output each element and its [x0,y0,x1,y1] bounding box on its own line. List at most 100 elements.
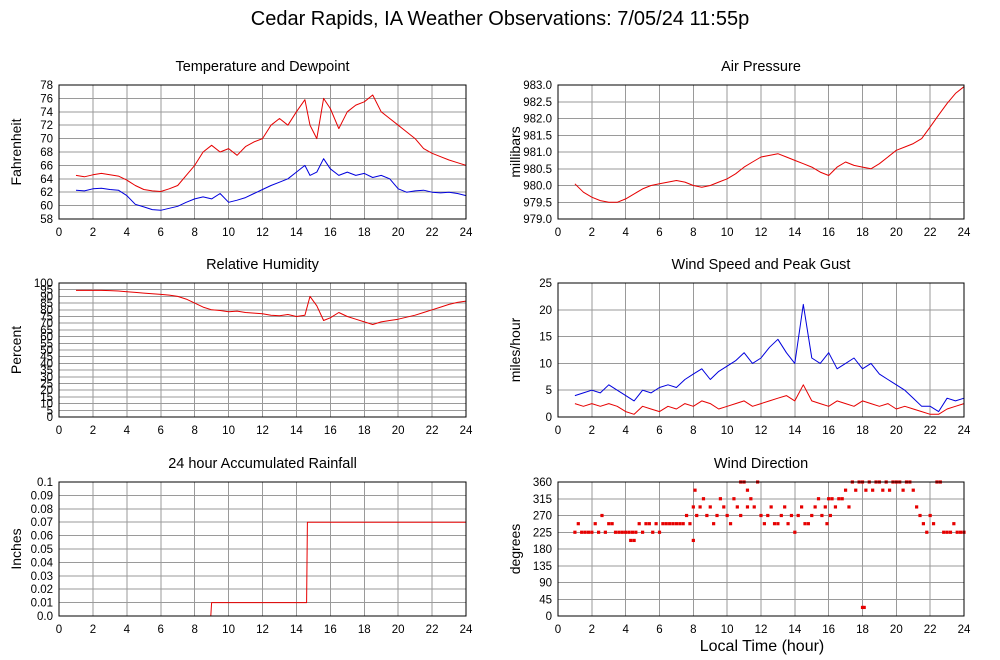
direction-point [576,522,580,526]
y-tick-label: 0.04 [31,557,54,569]
x-tick-label: 24 [460,624,473,636]
x-tick-label: 20 [392,227,405,239]
y-tick-label: 0.0 [37,611,53,623]
direction-point [952,522,956,526]
direction-point [691,538,695,543]
x-tick-label: 24 [958,425,971,437]
x-tick-label: 8 [690,624,696,636]
direction-point [769,505,773,509]
direction-point [830,497,834,501]
y-tick-label: 10 [539,358,552,370]
y-tick-label: 35 [40,365,53,377]
y-tick-label: 983.0 [523,80,552,92]
plot-frame [58,84,467,220]
chart-title: Wind Speed and Peak Gust [672,257,851,273]
y-tick-label: 78 [40,80,53,92]
x-tick-label: 2 [90,227,96,239]
direction-point [640,530,645,534]
x-tick-label: 12 [256,425,269,437]
direction-point [624,530,628,534]
direction-point [800,505,804,509]
x-axis-label: Local Time (hour) [700,638,825,655]
chart-title: Wind Direction [714,456,808,472]
red-series-line [75,94,467,192]
y-tick-label: 65 [40,325,53,337]
direction-point [796,513,800,518]
direction-point [828,513,832,518]
y-tick-label: 0 [47,412,53,424]
x-tick-label: 20 [890,425,903,437]
direction-point [681,522,685,526]
direction-point [728,522,733,526]
direction-point [671,522,675,526]
x-tick-label: 6 [158,624,164,636]
x-tick-label: 4 [622,227,629,239]
x-tick-label: 16 [324,425,337,437]
x-tick-label: 2 [589,227,595,239]
direction-point [752,505,756,509]
chart-title: Relative Humidity [206,257,320,273]
y-tick-label: 45 [539,594,552,606]
y-tick-label: 0.01 [31,598,53,610]
y-tick-label: 0.07 [31,517,53,529]
x-tick-label: 20 [392,425,405,437]
y-tick-label: 75 [40,312,53,324]
x-tick-label: 10 [721,425,734,437]
x-tick-label: 4 [124,227,131,239]
y-tick-label: 50 [40,345,53,357]
plot-frame [557,84,965,220]
x-tick-label: 22 [426,425,439,437]
x-tick-label: 12 [256,227,269,239]
direction-point [793,530,797,534]
y-tick-label: 70 [40,134,53,146]
x-tick-label: 0 [555,227,561,239]
direction-point [678,522,682,526]
direction-point [651,530,655,534]
direction-point [810,513,814,518]
x-tick-label: 6 [656,227,662,239]
y-axis-label: Percent [8,326,24,374]
x-tick-label: 18 [856,624,869,636]
x-tick-label: 18 [358,227,371,239]
chart-title: Air Pressure [721,59,801,75]
x-tick-label: 0 [56,425,62,437]
y-tick-label: 85 [40,298,53,310]
x-tick-label: 10 [222,227,235,239]
direction-point [779,513,783,518]
y-tick-label: 982.5 [523,97,552,109]
direction-point [925,530,929,534]
direction-point [915,505,919,509]
y-tick-label: 70 [40,318,53,330]
direction-point [854,488,858,492]
direction-point [816,497,821,501]
direction-point [735,505,739,509]
direction-point [583,530,587,534]
direction-point [766,513,770,518]
y-tick-label: 62 [40,187,53,199]
direction-point [698,505,702,509]
x-tick-label: 16 [822,227,835,239]
direction-point [918,513,922,518]
direction-point [789,513,794,518]
y-axis-label: Inches [8,528,24,569]
y-tick-label: 30 [40,372,53,384]
x-tick-label: 2 [589,624,595,636]
y-tick-label: 20 [40,385,53,397]
y-tick-label: 315 [533,494,552,506]
direction-point [580,530,584,534]
x-tick-label: 0 [555,624,561,636]
x-tick-label: 2 [90,624,96,636]
x-tick-label: 18 [358,425,371,437]
x-tick-label: 16 [822,425,835,437]
y-tick-label: 58 [40,214,53,226]
x-tick-label: 4 [124,624,131,636]
y-tick-label: 100 [34,278,53,290]
direction-point [825,522,829,526]
direction-point [911,488,915,492]
x-tick-label: 0 [56,624,62,636]
x-tick-label: 20 [890,227,903,239]
direction-point [881,488,885,492]
